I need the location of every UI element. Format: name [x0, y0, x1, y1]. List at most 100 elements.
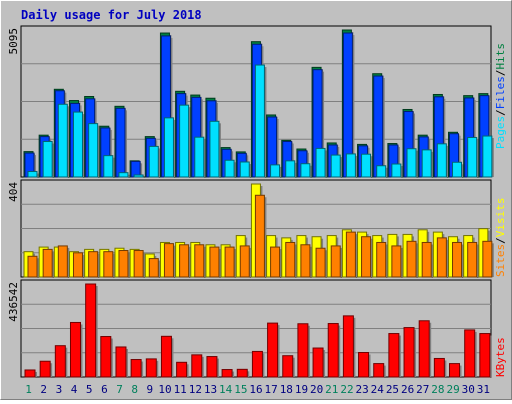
x-tick-label: 14	[219, 383, 233, 396]
pages-bar	[407, 149, 416, 177]
pages-bar	[286, 161, 295, 177]
sites-bar	[331, 246, 340, 277]
sites-bar	[392, 246, 401, 277]
x-tick-label: 12	[189, 383, 202, 396]
sites-bar	[255, 195, 264, 277]
kbytes-bar	[177, 362, 187, 377]
pages-bar	[483, 136, 492, 177]
pages-bar	[453, 162, 462, 177]
y-axis-max-label: 5095	[7, 28, 20, 55]
pages-bar	[164, 118, 173, 177]
x-tick-label: 13	[204, 383, 217, 396]
pages-bar	[180, 105, 189, 177]
x-tick-label: 2	[40, 383, 47, 396]
sites-bar	[362, 237, 371, 277]
pages-bar	[149, 146, 158, 177]
pages-bar	[362, 154, 371, 177]
legend: Pages/Files/Hits	[494, 43, 507, 149]
x-tick-label: 1	[25, 383, 32, 396]
pages-bar	[331, 155, 340, 177]
kbytes-bar	[40, 361, 50, 377]
x-tick-label: 25	[386, 383, 399, 396]
pages-bar	[210, 121, 219, 177]
legend-hits: Hits	[494, 43, 507, 70]
sites-bar	[58, 246, 67, 277]
pages-bar	[346, 154, 355, 177]
y-axis-max-label: 404	[7, 182, 20, 202]
sites-bar	[483, 241, 492, 277]
pages-bar	[271, 165, 280, 177]
x-tick-label: 16	[249, 383, 262, 396]
pages-bar	[240, 162, 249, 177]
x-tick-label: 8	[131, 383, 138, 396]
kbytes-bar	[298, 324, 308, 377]
legend-separator: /	[494, 109, 507, 116]
sites-bar	[149, 259, 158, 277]
pages-bar	[301, 164, 310, 177]
sites-bar	[286, 242, 295, 277]
pages-bar	[422, 150, 431, 177]
legend-visits: Visits	[494, 198, 507, 238]
kbytes-bar	[283, 356, 293, 377]
kbytes-bar	[359, 353, 369, 377]
pages-bar	[58, 104, 67, 177]
kbytes-bar	[343, 316, 353, 377]
sites-bar	[271, 247, 280, 277]
x-tick-label: 22	[340, 383, 353, 396]
sites-bar	[407, 241, 416, 277]
pages-bar	[377, 166, 386, 177]
legend-sites: Sites	[494, 244, 507, 277]
pages-bar	[134, 175, 143, 177]
legend: KBytes	[494, 337, 507, 377]
x-tick-label: 11	[174, 383, 187, 396]
kbytes-bar	[252, 351, 262, 377]
legend-files: Files	[494, 76, 507, 109]
kbytes-bar	[207, 357, 217, 377]
kbytes-bar	[237, 369, 247, 377]
x-tick-label: 15	[234, 383, 247, 396]
pages-bar	[43, 142, 52, 177]
pages-bar	[255, 65, 264, 177]
x-tick-label: 23	[356, 383, 369, 396]
sites-bar	[468, 242, 477, 277]
kbytes-bar	[161, 336, 171, 377]
kbytes-bar	[374, 364, 384, 377]
x-tick-label: 27	[416, 383, 429, 396]
x-tick-label: 21	[325, 383, 338, 396]
sites-bar	[346, 232, 355, 277]
chart-title: Daily usage for July 2018	[21, 8, 202, 22]
kbytes-bar	[419, 321, 429, 377]
files-bar	[374, 76, 383, 177]
sites-bar	[377, 242, 386, 277]
kbytes-bar	[480, 334, 490, 377]
pages-bar	[104, 156, 113, 177]
x-tick-label: 3	[56, 383, 63, 396]
x-tick-label: 17	[265, 383, 278, 396]
pages-bar	[468, 137, 477, 177]
kbytes-bar	[313, 348, 323, 377]
kbytes-bar	[389, 334, 399, 377]
sites-bar	[180, 245, 189, 277]
pages-bar	[392, 164, 401, 177]
x-tick-label: 6	[101, 383, 108, 396]
pages-bar	[28, 172, 37, 177]
x-tick-label: 10	[158, 383, 171, 396]
sites-bar	[89, 252, 98, 277]
files-bar	[116, 108, 125, 177]
sites-bar	[240, 246, 249, 277]
kbytes-bar	[465, 330, 475, 377]
x-tick-label: 28	[431, 383, 444, 396]
pages-bar	[316, 148, 325, 177]
kbytes-bar	[131, 360, 141, 377]
x-tick-label: 31	[477, 383, 490, 396]
pages-bar	[437, 144, 446, 177]
kbytes-bar	[55, 346, 65, 377]
kbytes-bar	[434, 358, 444, 377]
pages-bar	[89, 124, 98, 177]
sites-bar	[43, 249, 52, 277]
sites-bar	[210, 247, 219, 277]
pages-bar	[73, 112, 82, 177]
x-tick-label: 7	[116, 383, 123, 396]
